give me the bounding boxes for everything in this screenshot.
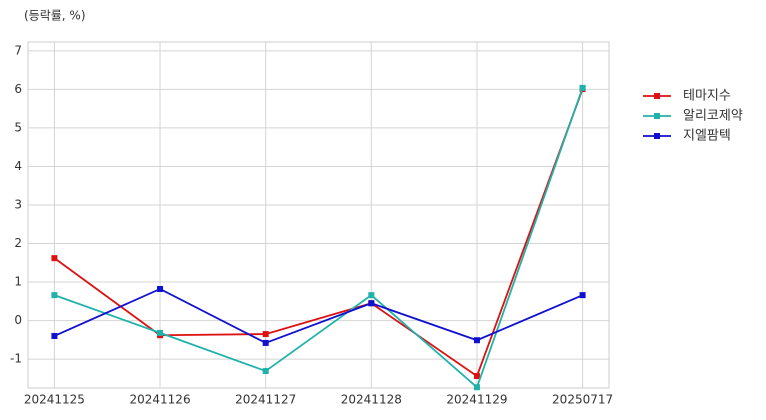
- y-tick-label: 7: [14, 43, 22, 57]
- data-point: [51, 255, 58, 262]
- data-point: [157, 329, 164, 336]
- data-point: [262, 368, 269, 375]
- y-tick-label: 2: [14, 236, 22, 250]
- y-tick-label: -1: [10, 352, 22, 366]
- y-tick-label: 5: [14, 120, 22, 134]
- data-point: [473, 337, 480, 344]
- data-point: [473, 373, 480, 380]
- legend-marker: [654, 133, 660, 139]
- legend-label: 테마지수: [683, 89, 731, 104]
- x-tick-label: 20241128: [341, 393, 402, 407]
- data-point: [51, 292, 58, 299]
- x-tick-label: 20241126: [130, 393, 191, 407]
- y-tick-label: 4: [14, 159, 22, 173]
- y-tick-label: 1: [14, 275, 22, 289]
- legend-label: 지엘팜텍: [683, 129, 731, 144]
- data-point: [262, 331, 269, 338]
- x-tick-label: 20250717: [552, 393, 613, 407]
- data-point: [368, 300, 375, 307]
- data-point: [262, 339, 269, 346]
- data-point: [579, 292, 586, 299]
- y-tick-label: 0: [14, 313, 22, 327]
- data-point: [157, 285, 164, 292]
- x-tick-label: 20241127: [235, 393, 296, 407]
- legend-marker: [654, 93, 660, 99]
- series-line: [54, 87, 584, 389]
- data-point: [368, 292, 375, 299]
- legend-label: 알리코제약: [683, 109, 743, 124]
- y-tick-label: 3: [14, 197, 22, 211]
- x-tick-label: 20241129: [446, 393, 507, 407]
- x-tick-label: 20241125: [24, 393, 85, 407]
- data-point: [51, 332, 58, 339]
- series-line: [53, 88, 584, 378]
- y-axis-label: (등락률, %): [24, 9, 86, 23]
- y-tick-label: 6: [14, 82, 22, 96]
- plot-frame: [27, 41, 610, 389]
- data-point: [579, 84, 586, 91]
- legend-marker: [654, 113, 660, 119]
- data-point: [473, 384, 480, 391]
- series-line: [54, 287, 583, 344]
